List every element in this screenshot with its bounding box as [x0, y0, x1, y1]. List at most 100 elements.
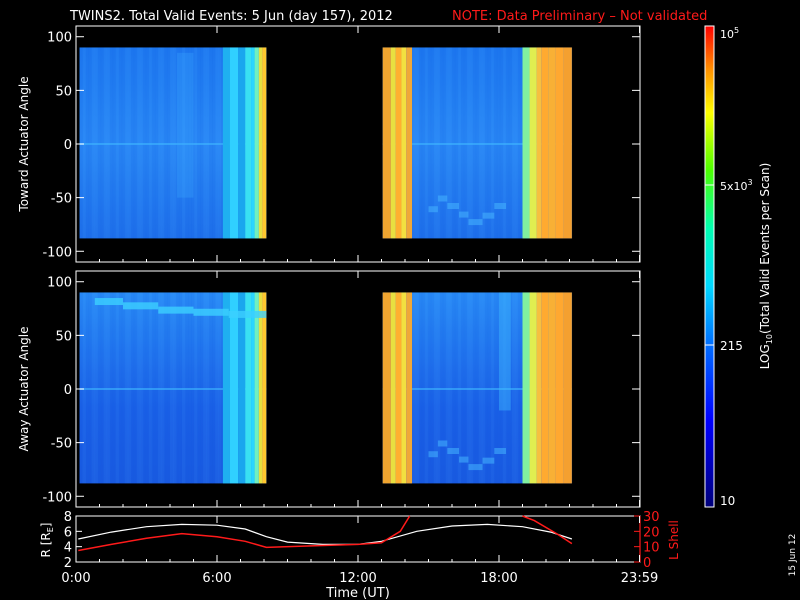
heatmap-strip	[139, 47, 144, 239]
heatmap-strip	[172, 292, 177, 484]
heatmap-strip	[188, 292, 192, 484]
heatmap-band	[229, 292, 239, 484]
heatmap-band	[401, 292, 407, 484]
heatmap-strip	[142, 292, 147, 484]
heatmap-strip	[154, 292, 159, 484]
heatmap-zero-band	[382, 388, 572, 390]
heatmap-band	[251, 47, 255, 239]
heatmap-strip	[454, 292, 459, 484]
y-tick-label: 0	[64, 383, 72, 398]
heatmap-strip	[112, 47, 117, 239]
heatmap-band	[548, 292, 556, 484]
heatmap-plume	[193, 308, 229, 316]
y-tick-label: -100	[42, 490, 72, 505]
y-tick-label: 0	[64, 138, 72, 153]
heatmap-strip	[418, 47, 423, 239]
colorbar-tick-10: 10	[720, 494, 735, 508]
heatmap-strip	[412, 292, 417, 484]
heatmap-strip	[85, 47, 90, 239]
heatmap-strip	[181, 292, 186, 484]
heatmap-strip	[151, 292, 156, 484]
heatmap-strip	[499, 47, 504, 239]
heatmap-strip	[487, 292, 492, 484]
heatmap-strip	[175, 292, 180, 484]
heatmap-strip	[448, 292, 453, 484]
heatmap-strip	[133, 292, 138, 484]
heatmap-strip	[94, 292, 99, 484]
heatmap-band	[555, 292, 564, 484]
colorbar-frame	[704, 25, 715, 508]
heatmap-strip	[130, 292, 135, 484]
heatmap-edge	[447, 203, 460, 209]
heatmap-strip	[154, 47, 159, 239]
heatmap-strip	[508, 47, 513, 239]
chart-title: TWINS2. Total Valid Events: 5 Jun (day 1…	[69, 9, 393, 24]
heatmap-strip	[460, 292, 465, 484]
y-tick-label: 50	[55, 329, 72, 344]
heatmap-zero-band	[79, 388, 267, 390]
heatmap-band	[229, 47, 239, 239]
middle-panel: 100 50 0 -50 -100 Away Actuator Angle	[17, 270, 641, 508]
heatmap-strip	[203, 292, 207, 484]
heatmap-strip	[218, 292, 222, 484]
heatmap-edge	[468, 219, 483, 226]
heatmap-edge	[437, 440, 448, 447]
heatmap-strip	[130, 47, 135, 239]
heatmap-band	[245, 47, 252, 239]
heatmap-strip	[160, 292, 165, 484]
heatmap-strip	[502, 292, 507, 484]
heatmap-strip	[484, 47, 489, 239]
heatmap-strip	[82, 47, 87, 239]
heatmap-strip	[206, 292, 210, 484]
heatmap-band	[541, 292, 549, 484]
x-tick-label: 12:00	[339, 571, 376, 586]
heatmap-band	[238, 292, 246, 484]
heatmap-strip	[178, 47, 183, 239]
heatmap-strip	[200, 47, 204, 239]
heatmap-strip	[194, 47, 198, 239]
heatmap-strip	[478, 47, 483, 239]
heatmap-strip	[94, 47, 99, 239]
heatmap-strip	[88, 292, 93, 484]
heatmap-strip	[197, 47, 201, 239]
heatmap-strip	[178, 292, 183, 484]
heatmap-strip	[418, 292, 423, 484]
heatmap-strip	[88, 47, 93, 239]
heatmap-plume	[94, 298, 123, 306]
heatmap-strip	[121, 292, 126, 484]
heatmap-band	[555, 47, 564, 239]
heatmap-strip	[514, 47, 519, 239]
heatmap-strip	[209, 292, 213, 484]
heatmap-band	[395, 47, 402, 239]
heatmap-strip	[460, 47, 465, 239]
heatmap-band	[222, 47, 230, 239]
heatmap-strip	[511, 47, 516, 239]
heatmap-strip	[505, 47, 510, 239]
heatmap-strip	[97, 292, 102, 484]
y-tick-label: 0	[643, 556, 651, 571]
heatmap-strip	[188, 47, 192, 239]
heatmap-strip	[445, 47, 450, 239]
heatmap-strip	[133, 47, 138, 239]
heatmap-strip	[136, 47, 141, 239]
heatmap-zero-band	[382, 143, 572, 145]
y-tick-label: 30	[643, 510, 660, 525]
heatmap-strip	[115, 47, 120, 239]
heatmap-strip	[118, 47, 123, 239]
heatmap-strip	[124, 47, 129, 239]
heatmap-patch	[177, 52, 194, 198]
heatmap-strip	[511, 292, 516, 484]
heatmap-band	[262, 292, 267, 484]
heatmap-strip	[106, 292, 111, 484]
heatmap-strip	[517, 47, 522, 239]
y-tick-label: -50	[51, 192, 72, 207]
heatmap-strip	[181, 47, 186, 239]
colorbar-tick-215: 215	[720, 339, 743, 353]
heatmap-strip	[148, 47, 153, 239]
heatmap-plume	[228, 310, 267, 318]
heatmap-strip	[439, 47, 444, 239]
heatmap-strip	[169, 47, 174, 239]
heatmap-strip	[433, 47, 438, 239]
